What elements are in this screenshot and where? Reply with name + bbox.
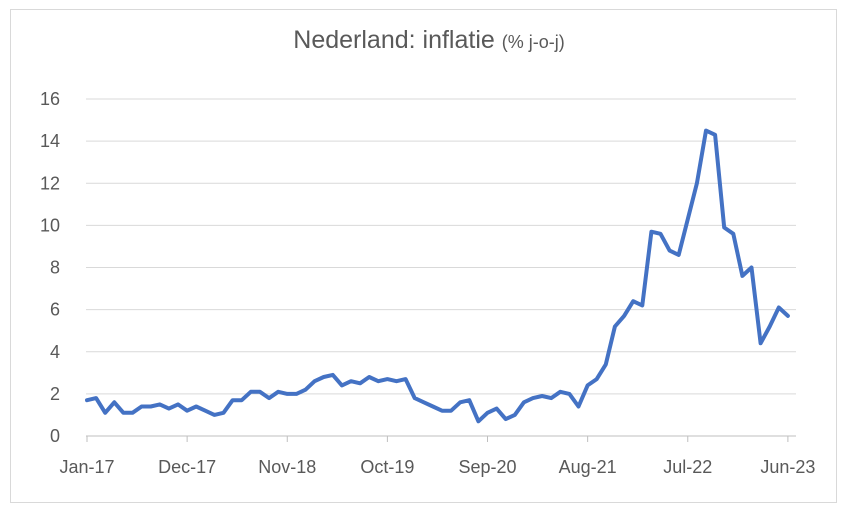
y-tick-label: 4 [50, 342, 60, 362]
x-tick-label: Sep-20 [458, 457, 516, 477]
chart-title: Nederland: inflatie [293, 26, 495, 54]
y-tick-label: 14 [40, 131, 60, 151]
y-tick-label: 2 [50, 384, 60, 404]
chart-frame [10, 9, 837, 503]
x-tick-label: Oct-19 [360, 457, 414, 477]
x-tick-label: Jun-23 [760, 457, 815, 477]
chart-subtitle: (% j-o-j) [501, 32, 565, 52]
y-tick-label: 0 [50, 426, 60, 446]
x-tick-label: Jan-17 [59, 457, 114, 477]
x-tick-label: Jul-22 [663, 457, 712, 477]
y-tick-label: 12 [40, 173, 60, 193]
x-tick-label: Aug-21 [559, 457, 617, 477]
x-tick-label: Dec-17 [158, 457, 216, 477]
x-tick-label: Nov-18 [258, 457, 316, 477]
chart-title-block: Nederland: inflatie (% j-o-j) [0, 26, 858, 55]
y-tick-label: 6 [50, 300, 60, 320]
y-tick-label: 16 [40, 89, 60, 109]
y-tick-label: 8 [50, 258, 60, 278]
y-tick-label: 10 [40, 215, 60, 235]
inflation-series-line [85, 128, 790, 424]
